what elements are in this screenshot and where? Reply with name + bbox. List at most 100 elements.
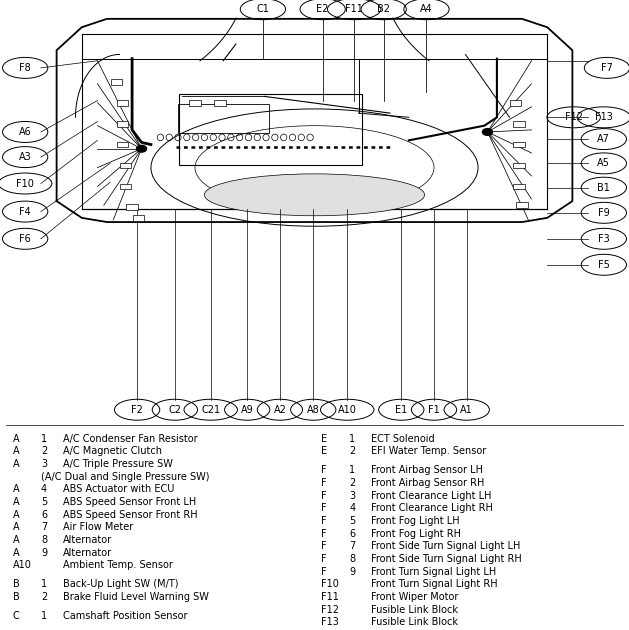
Text: F11: F11: [345, 4, 363, 14]
Text: A6: A6: [19, 127, 31, 137]
Text: A/C Magnetic Clutch: A/C Magnetic Clutch: [63, 447, 162, 456]
Text: Front Clearance Light RH: Front Clearance Light RH: [371, 503, 493, 513]
Text: E1: E1: [395, 404, 408, 415]
Text: A5: A5: [598, 158, 610, 168]
Text: A7: A7: [598, 134, 610, 144]
Bar: [214, 100, 226, 106]
Text: F: F: [321, 466, 326, 476]
Text: F7: F7: [601, 63, 613, 73]
Text: E2: E2: [316, 4, 329, 14]
Text: F10: F10: [321, 580, 338, 589]
Text: 2: 2: [41, 447, 47, 456]
Circle shape: [136, 146, 147, 152]
Text: F12: F12: [321, 605, 339, 615]
Bar: [513, 163, 525, 168]
Text: Front Side Turn Signal Light RH: Front Side Turn Signal Light RH: [371, 554, 522, 564]
Text: 4: 4: [41, 484, 47, 495]
Text: A: A: [13, 433, 19, 444]
Text: E: E: [321, 433, 327, 444]
Text: B: B: [13, 580, 19, 589]
Text: Front Airbag Sensor LH: Front Airbag Sensor LH: [371, 466, 483, 476]
Text: A9: A9: [241, 404, 253, 415]
Bar: [516, 202, 528, 209]
Text: C2: C2: [169, 404, 181, 415]
Text: F: F: [321, 567, 326, 576]
Text: F: F: [321, 541, 326, 551]
Bar: [513, 183, 525, 190]
Text: 1: 1: [349, 466, 355, 476]
Text: 1: 1: [41, 611, 47, 621]
Text: F3: F3: [598, 234, 610, 244]
Text: 9: 9: [41, 547, 47, 558]
Text: 2: 2: [349, 478, 355, 488]
Text: ABS Speed Sensor Front LH: ABS Speed Sensor Front LH: [63, 497, 196, 507]
Text: A10: A10: [338, 404, 357, 415]
Text: A4: A4: [420, 4, 433, 14]
Text: (A/C Dual and Single Pressure SW): (A/C Dual and Single Pressure SW): [41, 472, 209, 482]
Text: F: F: [321, 478, 326, 488]
Text: Front Wiper Motor: Front Wiper Motor: [371, 592, 459, 602]
Bar: [117, 142, 128, 147]
Text: Front Turn Signal Light LH: Front Turn Signal Light LH: [371, 567, 496, 576]
Text: F: F: [321, 491, 326, 501]
Bar: [117, 100, 128, 106]
Text: 1: 1: [41, 580, 47, 589]
Text: F8: F8: [19, 63, 31, 73]
Text: Brake Fluid Level Warning SW: Brake Fluid Level Warning SW: [63, 592, 209, 602]
Bar: [126, 205, 138, 210]
Text: A2: A2: [274, 404, 286, 415]
Bar: [117, 121, 128, 127]
Text: Front Side Turn Signal Light LH: Front Side Turn Signal Light LH: [371, 541, 520, 551]
Text: C: C: [13, 611, 19, 621]
Text: 7: 7: [349, 541, 355, 551]
Text: F5: F5: [598, 260, 610, 270]
Text: 6: 6: [41, 510, 47, 520]
Text: A: A: [13, 459, 19, 469]
Text: A: A: [13, 484, 19, 495]
Text: 8: 8: [349, 554, 355, 564]
Text: Back-Up Light SW (M/T): Back-Up Light SW (M/T): [63, 580, 179, 589]
Text: 1: 1: [349, 433, 355, 444]
Text: 3: 3: [349, 491, 355, 501]
Bar: [133, 215, 144, 220]
Text: Front Turn Signal Light RH: Front Turn Signal Light RH: [371, 580, 498, 589]
Text: Fusible Link Block: Fusible Link Block: [371, 617, 458, 627]
Text: A/C Triple Pressure SW: A/C Triple Pressure SW: [63, 459, 173, 469]
Text: F11: F11: [321, 592, 338, 602]
Text: Camshaft Position Sensor: Camshaft Position Sensor: [63, 611, 187, 621]
Text: F: F: [321, 516, 326, 526]
Text: F1: F1: [428, 404, 440, 415]
Text: EFI Water Temp. Sensor: EFI Water Temp. Sensor: [371, 447, 486, 456]
Text: 5: 5: [349, 516, 355, 526]
Text: Alternator: Alternator: [63, 547, 112, 558]
Text: C21: C21: [201, 404, 220, 415]
Text: B2: B2: [377, 4, 390, 14]
Text: F: F: [321, 554, 326, 564]
Bar: [513, 142, 525, 147]
Text: B1: B1: [598, 183, 610, 193]
Text: Alternator: Alternator: [63, 535, 112, 545]
Text: E: E: [321, 447, 327, 456]
Text: A: A: [13, 535, 19, 545]
Text: F: F: [321, 503, 326, 513]
Text: Air Flow Meter: Air Flow Meter: [63, 522, 133, 532]
Text: Fusible Link Block: Fusible Link Block: [371, 605, 458, 615]
Bar: [120, 163, 131, 168]
Text: A: A: [13, 497, 19, 507]
Bar: [189, 100, 201, 106]
Text: F10: F10: [16, 178, 34, 188]
Text: 9: 9: [349, 567, 355, 576]
Text: 7: 7: [41, 522, 47, 532]
Text: ABS Speed Sensor Front RH: ABS Speed Sensor Front RH: [63, 510, 198, 520]
Text: B: B: [13, 592, 19, 602]
Bar: [513, 121, 525, 127]
Text: A3: A3: [19, 152, 31, 162]
Text: Front Fog Light RH: Front Fog Light RH: [371, 529, 461, 539]
Text: 8: 8: [41, 535, 47, 545]
Text: Front Airbag Sensor RH: Front Airbag Sensor RH: [371, 478, 484, 488]
Text: F6: F6: [19, 234, 31, 244]
Bar: [510, 100, 521, 106]
Text: Front Clearance Light LH: Front Clearance Light LH: [371, 491, 492, 501]
Bar: [120, 183, 131, 190]
Text: A: A: [13, 447, 19, 456]
